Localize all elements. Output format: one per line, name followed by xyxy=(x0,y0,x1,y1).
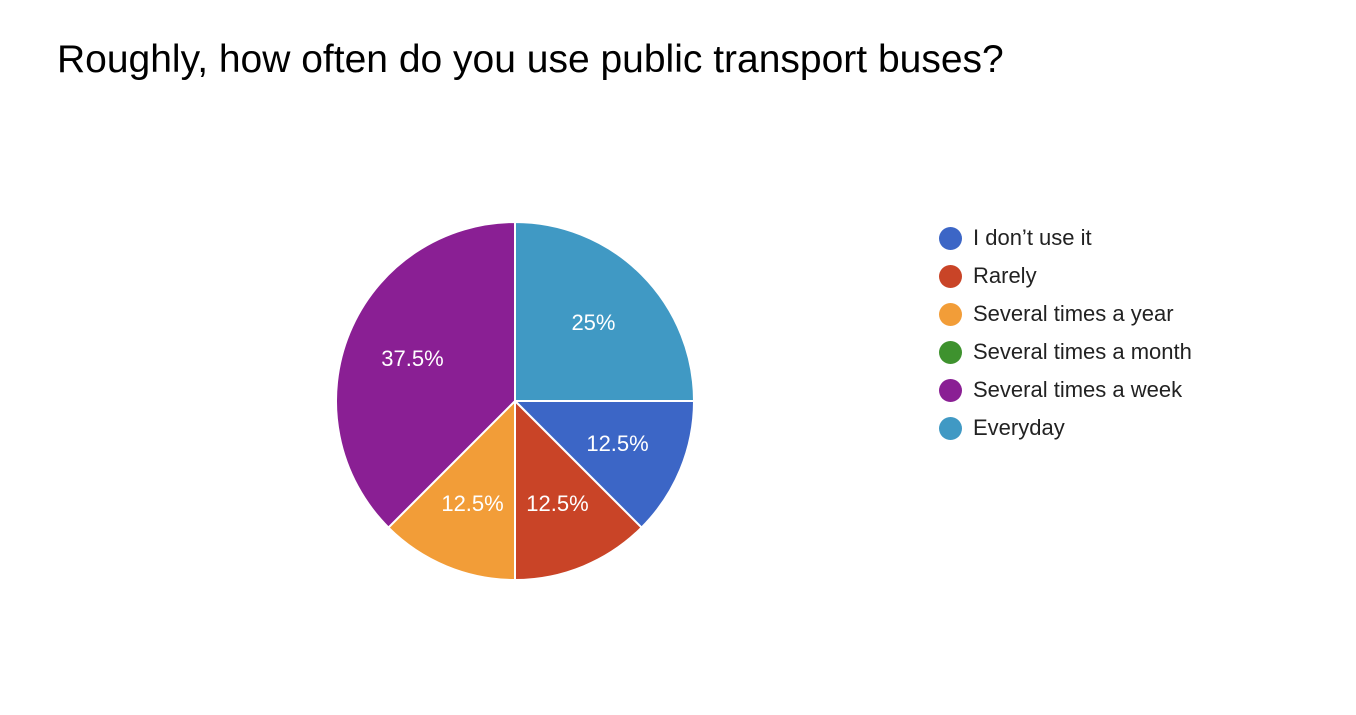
legend-swatch-5 xyxy=(939,416,962,440)
pie-slice-0[interactable] xyxy=(512,400,696,529)
slice-label-4: 37.5% xyxy=(381,346,443,371)
pie-slices xyxy=(335,220,696,582)
slice-label-2: 12.5% xyxy=(441,491,503,516)
slice-label-1: 12.5% xyxy=(526,491,588,516)
pie-slice-4[interactable] xyxy=(335,220,516,529)
legend-swatch-2 xyxy=(939,302,962,326)
legend-item-4[interactable]: Several times a week xyxy=(939,371,1192,409)
legend-item-2[interactable]: Several times a year xyxy=(939,295,1192,333)
chart-title: Roughly, how often do you use public tra… xyxy=(57,38,1004,81)
legend-label-5: Everyday xyxy=(973,415,1065,440)
legend-item-0[interactable]: I don’t use it xyxy=(939,219,1192,257)
legend-swatch-3 xyxy=(939,340,962,364)
legend-swatch-1 xyxy=(939,264,962,288)
legend-label-3: Several times a month xyxy=(973,339,1192,364)
legend-label-1: Rarely xyxy=(973,263,1037,288)
pie-slice-1[interactable] xyxy=(514,398,643,582)
slice-label-5: 25% xyxy=(571,310,615,335)
pie-slice-labels: 12.5% 12.5% 12.5% 37.5% 25% xyxy=(381,310,648,516)
pie-slice-5[interactable] xyxy=(514,220,696,402)
legend: I don’t use it Rarely Several times a year… xyxy=(939,219,1192,447)
slice-label-0: 12.5% xyxy=(586,431,648,456)
pie-slice-2[interactable] xyxy=(387,398,516,582)
legend-swatch-4 xyxy=(939,378,962,402)
legend-item-1[interactable]: Rarely xyxy=(939,257,1192,295)
legend-item-3[interactable]: Several times a month xyxy=(939,333,1192,371)
legend-label-2: Several times a year xyxy=(973,301,1174,326)
legend-label-4: Several times a week xyxy=(973,377,1183,402)
legend-swatch-0 xyxy=(939,226,962,250)
legend-label-0: I don’t use it xyxy=(973,225,1092,250)
legend-item-5[interactable]: Everyday xyxy=(939,409,1192,447)
